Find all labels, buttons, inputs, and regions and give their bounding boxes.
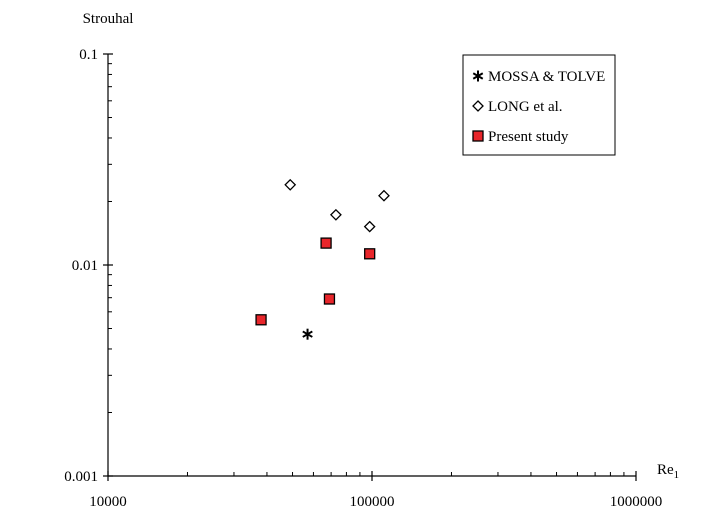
point-1-1	[329, 208, 342, 221]
x-axis-title: Re1	[657, 462, 679, 481]
series-1	[284, 178, 390, 233]
x-tick-label-1: 100000	[350, 494, 395, 510]
point-0-0	[302, 328, 313, 340]
point-1-0	[284, 178, 297, 191]
legend: MOSSA & TOLVE LONG et al. Present study	[462, 54, 616, 156]
point-1-3	[378, 189, 390, 202]
legend-label-1: LONG et al.	[488, 99, 563, 115]
legend-label-0: MOSSA & TOLVE	[488, 69, 605, 85]
point-2-2	[323, 293, 336, 305]
x-tick-label-2: 1000000	[610, 494, 663, 510]
series-0	[302, 328, 313, 340]
asterisk-stroke	[472, 72, 484, 80]
legend-marker-0	[472, 70, 484, 82]
legend-marker-2	[472, 130, 484, 142]
x-axis-title-subscript: 1	[674, 469, 680, 481]
y-axis-title: Strouhal	[83, 11, 134, 27]
legend-label-2: Present study	[488, 129, 569, 145]
x-tick-label-0: 10000	[89, 494, 127, 510]
point-1-2	[363, 220, 376, 233]
y-tick-label-2: 0.1	[79, 47, 98, 63]
point-2-3	[364, 248, 376, 260]
point-2-1	[320, 237, 332, 249]
legend-box	[462, 54, 616, 156]
asterisk-stroke	[302, 330, 313, 338]
x-axis-title-base: Re	[657, 462, 674, 478]
series-2	[255, 237, 376, 326]
legend-marker-1	[472, 100, 484, 112]
data-points	[255, 178, 390, 340]
point-2-0	[255, 314, 267, 326]
axes: 10000 100000 1000000 0.001 0.01 0.1 Strouhal Re…	[64, 11, 679, 510]
y-tick-label-1: 0.01	[72, 258, 98, 274]
y-tick-label-0: 0.001	[64, 469, 98, 485]
